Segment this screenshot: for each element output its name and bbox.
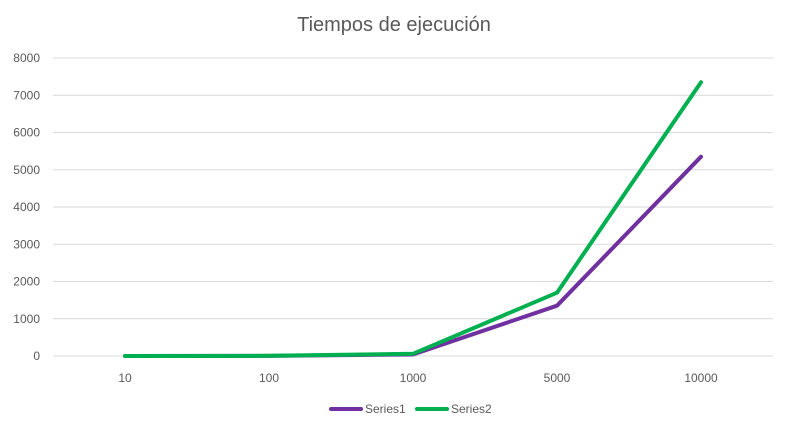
y-tick-label: 8000 xyxy=(13,51,40,65)
series-lines xyxy=(123,80,703,358)
y-tick-label: 4000 xyxy=(13,200,40,214)
series-line-series2 xyxy=(123,80,703,358)
chart-title: Tiempos de ejecución xyxy=(297,14,491,36)
x-tick-label: 1000 xyxy=(400,371,427,385)
y-tick-label: 0 xyxy=(33,349,40,363)
x-tick-label: 10000 xyxy=(684,371,718,385)
x-tick-label: 5000 xyxy=(544,371,571,385)
y-tick-label: 5000 xyxy=(13,163,40,177)
x-axis-ticks: 10 100 1000 5000 10000 xyxy=(118,371,718,385)
y-tick-label: 7000 xyxy=(13,88,40,102)
y-axis-ticks: 0 1000 2000 3000 4000 5000 6000 7000 8000 xyxy=(13,51,40,363)
y-tick-label: 3000 xyxy=(13,237,40,251)
series-line-series1 xyxy=(123,154,703,358)
gridlines xyxy=(53,57,773,357)
y-tick-label: 2000 xyxy=(13,275,40,289)
legend: Series1 Series2 xyxy=(329,402,492,416)
legend-label-series2: Series2 xyxy=(451,402,492,416)
y-tick-label: 6000 xyxy=(13,126,40,140)
legend-label-series1: Series1 xyxy=(365,402,406,416)
y-tick-label: 1000 xyxy=(13,312,40,326)
x-tick-label: 10 xyxy=(118,371,132,385)
x-tick-label: 100 xyxy=(259,371,279,385)
